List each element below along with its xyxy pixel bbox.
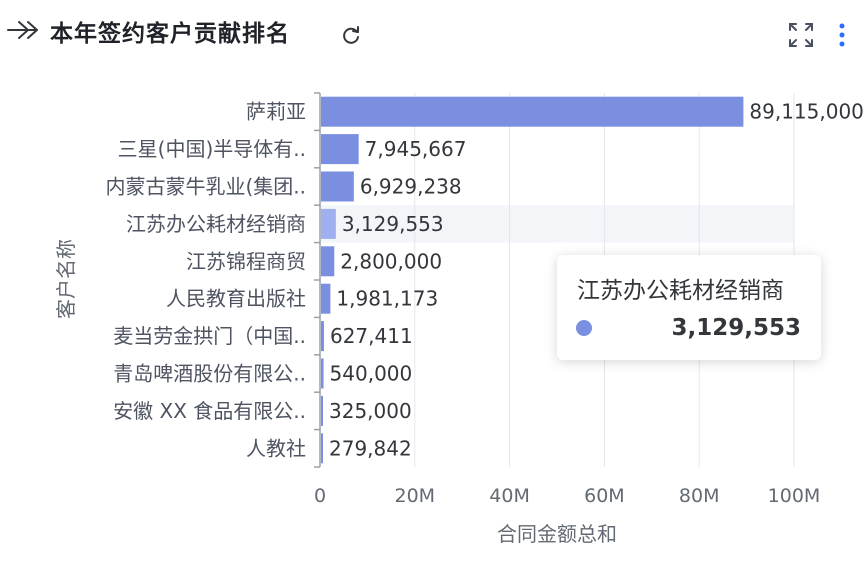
bar-value-label: 279,842 — [329, 436, 412, 460]
x-tick-label: 20M — [395, 485, 436, 507]
x-tick-label: 100M — [768, 485, 821, 507]
y-category-label: 人教社 — [246, 436, 306, 460]
bar-value-label: 7,945,667 — [365, 137, 467, 161]
y-category-label: 三星(中国)半导体有.. — [118, 137, 306, 161]
y-axis-title: 客户名称 — [54, 239, 78, 319]
bar[interactable] — [321, 358, 324, 389]
chart-header: 本年签约客户贡献排名 — [0, 0, 864, 62]
bar[interactable] — [321, 321, 324, 352]
x-axis-title: 合同金额总和 — [497, 522, 617, 546]
bar[interactable] — [321, 433, 323, 464]
y-category-label: 安徽 XX 食品有限公.. — [113, 399, 306, 423]
x-tick-label: 80M — [679, 485, 720, 507]
bar-value-label: 3,129,553 — [342, 212, 444, 236]
x-tick-label: 40M — [489, 485, 530, 507]
y-category-label: 青岛啤酒股份有限公.. — [113, 362, 306, 386]
y-category-label: 内蒙古蒙牛乳业(集团.. — [105, 175, 306, 199]
double-arrow-right-icon — [7, 21, 38, 39]
bar[interactable] — [321, 96, 744, 127]
chart-title: 本年签约客户贡献排名 — [50, 21, 290, 47]
bar[interactable] — [321, 246, 335, 277]
tooltip-series-dot — [576, 320, 592, 336]
bar[interactable] — [321, 395, 323, 426]
bar-layer — [321, 96, 744, 464]
y-category-label: 萨莉亚 — [246, 100, 306, 124]
refresh-icon[interactable] — [340, 24, 362, 46]
y-category-label: 人民教育出版社 — [166, 287, 306, 311]
bar-value-label: 540,000 — [330, 362, 413, 386]
tooltip-value: 3,129,553 — [671, 315, 802, 341]
y-category-label: 江苏办公耗材经销商 — [126, 212, 306, 236]
hover-band — [320, 205, 794, 243]
more-vertical-icon[interactable] — [834, 20, 850, 50]
bar[interactable] — [321, 283, 331, 314]
bar-value-label: 1,981,173 — [336, 287, 438, 311]
bar-value-label: 325,000 — [329, 399, 412, 423]
fullscreen-icon[interactable] — [786, 20, 816, 50]
y-category-label: 麦当劳金拱门（中国.. — [113, 324, 306, 348]
bar[interactable] — [321, 208, 336, 239]
tooltip: 江苏办公耗材经销商 3,129,553 — [557, 255, 821, 360]
tooltip-title: 江苏办公耗材经销商 — [577, 278, 784, 304]
bar-value-label: 89,115,000 — [749, 100, 864, 124]
y-category-label: 江苏锦程商贸 — [186, 249, 306, 273]
bar[interactable] — [321, 134, 359, 165]
bar[interactable] — [321, 171, 354, 202]
bar-value-label: 6,929,238 — [360, 175, 462, 199]
bar-value-label: 627,411 — [330, 324, 413, 348]
x-tick-label: 0 — [314, 485, 326, 507]
label-layer: 89,115,000 7,945,667 6,929,238 3,129,553 2,8… — [329, 100, 864, 461]
x-tick-label: 60M — [584, 485, 625, 507]
bar-value-label: 2,800,000 — [340, 249, 442, 273]
